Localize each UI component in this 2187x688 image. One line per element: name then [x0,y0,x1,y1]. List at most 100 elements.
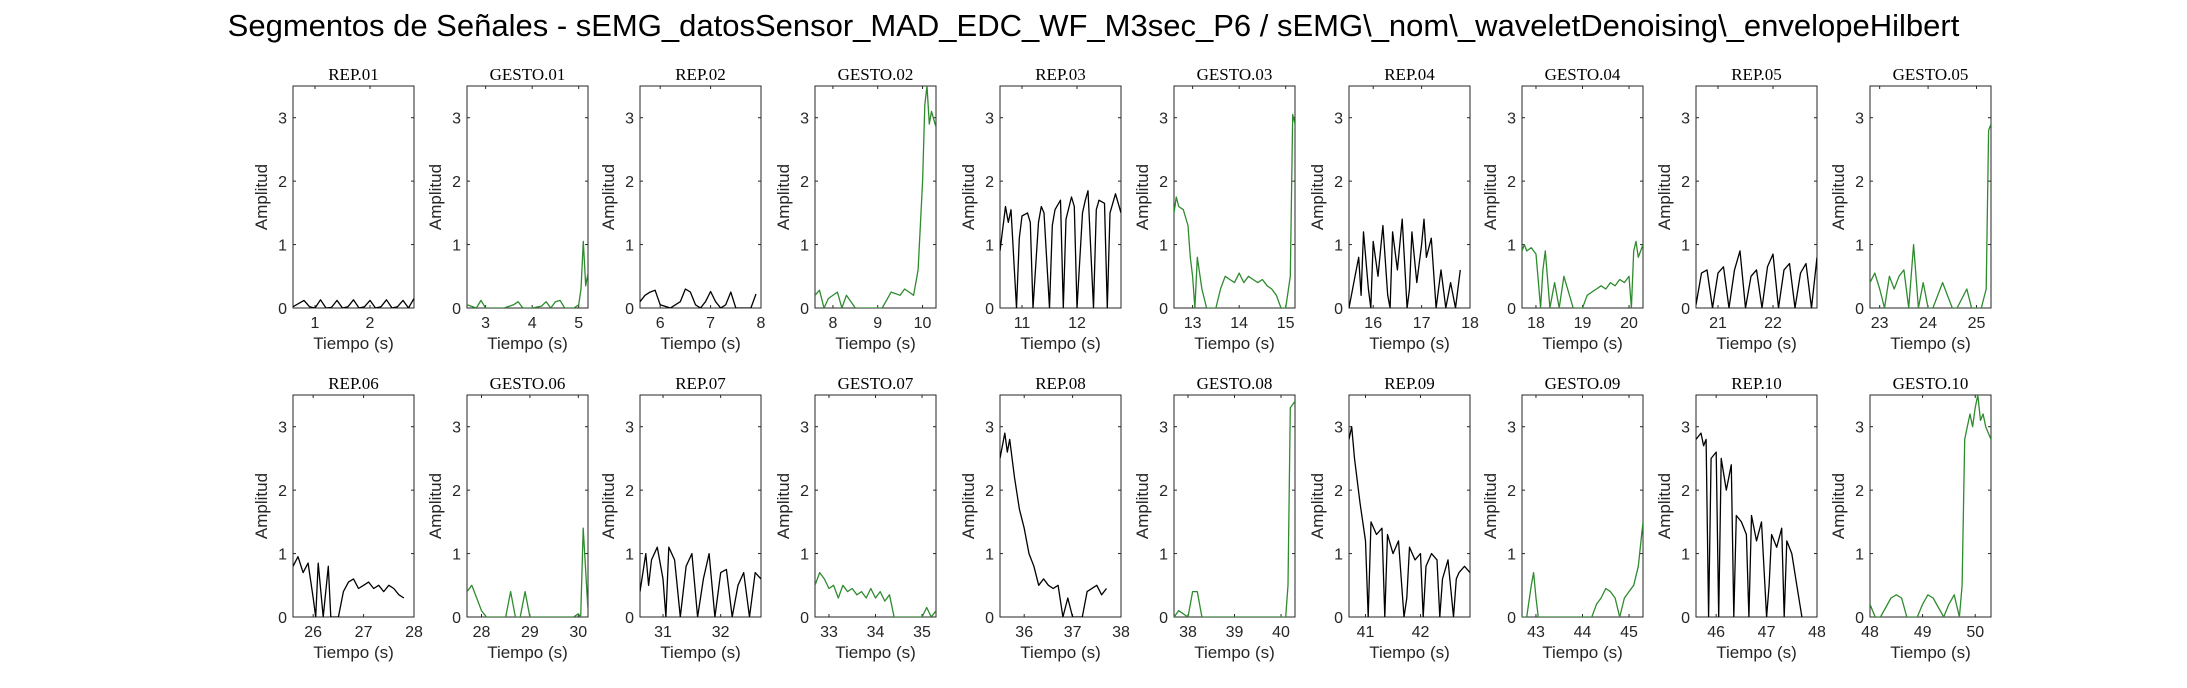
x-axis-label: Tiempo (s) [1716,643,1797,662]
y-axis-label: Amplitud [959,473,978,539]
y-tick-label: 3 [452,420,461,437]
x-tick-label: 44 [1574,624,1592,641]
axes-box [1173,394,1296,618]
x-tick-label: 16 [1364,315,1382,332]
signal-line-gesto [467,240,588,308]
x-tick-label: 8 [828,315,837,332]
axes-box [1521,394,1644,618]
signal-line-rep [293,556,405,617]
subplot-gesto-03: 0 1 2 3 13 14 15 GESTO.03 Tiempo (s) Amplitud [1133,65,1296,353]
subplot-gesto-08: 0 1 2 3 38 39 40 GESTO.08 Tiempo (s) Amplitud [1133,374,1296,662]
y-tick-label: 3 [1507,420,1516,437]
x-tick-label: 31 [654,624,672,641]
x-axis-label: Tiempo (s) [1890,643,1971,662]
y-tick-label: 0 [985,301,994,318]
y-tick-label: 2 [278,483,287,500]
axes-box [1521,85,1644,309]
y-tick-label: 3 [452,111,461,128]
subplot-title: REP.04 [1384,65,1435,84]
subplot-rep-01: 0 1 2 3 1 2 REP.01 Tiempo (s) Amplitud [252,65,415,353]
x-axis-label: Tiempo (s) [660,643,741,662]
x-tick-label: 27 [355,624,373,641]
x-axis-label: Tiempo (s) [1369,643,1450,662]
y-tick-label: 2 [1159,174,1168,191]
y-tick-label: 1 [800,547,809,564]
x-tick-label: 5 [574,315,583,332]
x-tick-label: 17 [1413,315,1431,332]
y-tick-label: 3 [985,420,994,437]
y-tick-label: 3 [1681,420,1690,437]
axes-box [1695,394,1818,618]
y-tick-label: 1 [278,238,287,255]
x-axis-label: Tiempo (s) [660,334,741,353]
x-tick-label: 48 [1808,624,1826,641]
y-tick-label: 1 [278,547,287,564]
x-tick-label: 39 [1226,624,1244,641]
subplot-gesto-04: 0 1 2 3 18 19 20 GESTO.04 Tiempo (s) Amplitud [1481,65,1644,353]
y-axis-label: Amplitud [1133,473,1152,539]
x-tick-label: 47 [1758,624,1776,641]
y-tick-label: 3 [278,420,287,437]
x-tick-label: 36 [1015,624,1033,641]
y-tick-label: 2 [800,174,809,191]
subplot-rep-09: 0 1 2 3 41 42 REP.09 Tiempo (s) Amplitud [1308,374,1471,662]
x-tick-label: 18 [1461,315,1479,332]
y-axis-label: Amplitud [1829,473,1848,539]
y-tick-label: 0 [1159,301,1168,318]
y-tick-label: 1 [1507,547,1516,564]
x-tick-label: 33 [820,624,838,641]
axes-box [466,394,589,618]
y-tick-label: 0 [452,610,461,627]
y-tick-label: 3 [985,111,994,128]
signal-line-gesto [467,527,588,617]
signal-line-rep [1000,190,1121,308]
x-tick-label: 4 [528,315,537,332]
y-tick-label: 1 [1159,547,1168,564]
x-tick-label: 30 [569,624,587,641]
signal-line-gesto [1522,240,1643,308]
x-tick-label: 29 [521,624,539,641]
y-tick-label: 3 [1507,111,1516,128]
y-axis-label: Amplitud [1481,164,1500,230]
y-tick-label: 2 [1159,483,1168,500]
subplot-title: REP.01 [328,65,379,84]
y-tick-label: 2 [985,483,994,500]
y-tick-label: 1 [1855,238,1864,255]
y-tick-label: 0 [1681,610,1690,627]
x-tick-label: 32 [712,624,730,641]
subplot-title: GESTO.05 [1893,65,1969,84]
signal-line-rep [1696,250,1817,308]
subplot-title: GESTO.02 [838,65,914,84]
axes-box [814,85,937,309]
y-axis-label: Amplitud [1308,164,1327,230]
y-axis-label: Amplitud [252,164,271,230]
y-tick-label: 0 [1681,301,1690,318]
figure-title: Segmentos de Señales - sEMG_datosSensor_… [227,8,1960,43]
y-tick-label: 0 [985,610,994,627]
y-tick-label: 3 [1681,111,1690,128]
x-tick-label: 37 [1064,624,1082,641]
subplot-rep-04: 0 1 2 3 16 17 18 REP.04 Tiempo (s) Amplitud [1308,65,1479,353]
x-tick-label: 28 [405,624,423,641]
subplot-rep-07: 0 1 2 3 31 32 REP.07 Tiempo (s) Amplitud [599,374,762,662]
signal-line-rep [1696,432,1803,617]
subplot-title: REP.02 [675,65,726,84]
x-tick-label: 6 [656,315,665,332]
y-tick-label: 1 [1159,238,1168,255]
y-axis-label: Amplitud [426,164,445,230]
y-tick-label: 0 [800,301,809,318]
x-tick-label: 42 [1412,624,1430,641]
x-tick-label: 15 [1277,315,1295,332]
subplot-rep-05: 0 1 2 3 21 22 REP.05 Tiempo (s) Amplitud [1655,65,1818,353]
x-tick-label: 25 [1968,315,1986,332]
subplot-gesto-10: 0 1 2 3 48 49 50 GESTO.10 Tiempo (s) Amplitud [1829,374,1992,662]
x-tick-label: 18 [1527,315,1545,332]
x-tick-label: 1 [311,315,320,332]
axes-box [1869,394,1992,618]
x-tick-label: 3 [481,315,490,332]
y-axis-label: Amplitud [1308,473,1327,539]
axes-box [1173,85,1296,309]
x-axis-label: Tiempo (s) [1194,334,1275,353]
x-tick-label: 2 [366,315,375,332]
